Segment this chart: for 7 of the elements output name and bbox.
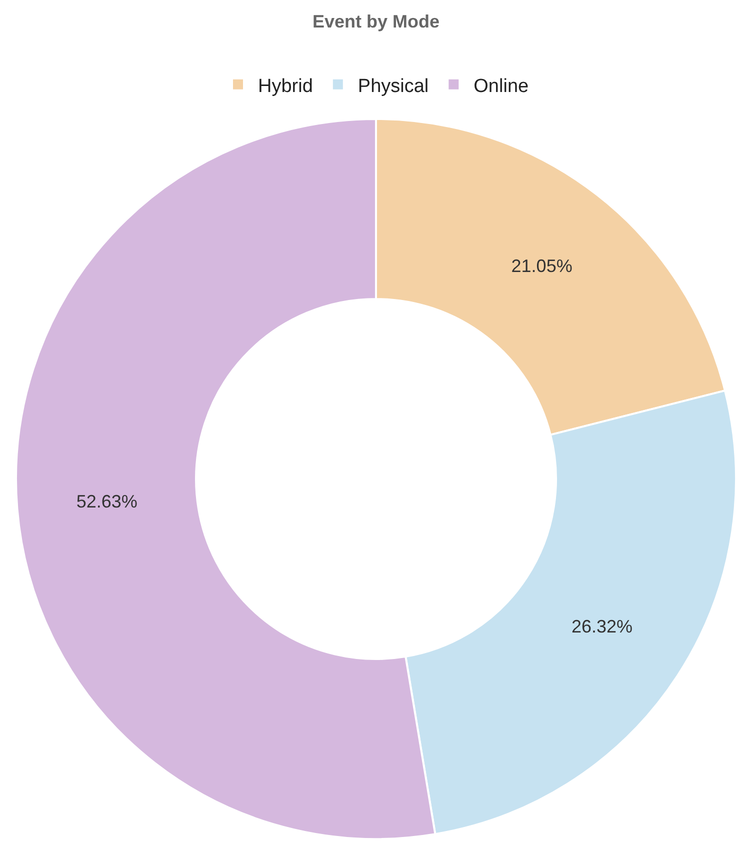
legend-label: Physical xyxy=(358,76,429,97)
chart-title: Event by Mode xyxy=(312,12,440,32)
data-label: 26.32% xyxy=(572,616,633,637)
data-label: 21.05% xyxy=(511,256,572,276)
legend-label: Online xyxy=(474,76,529,97)
data-label: 52.63% xyxy=(76,491,138,512)
legend-label: Hybrid xyxy=(258,76,313,97)
